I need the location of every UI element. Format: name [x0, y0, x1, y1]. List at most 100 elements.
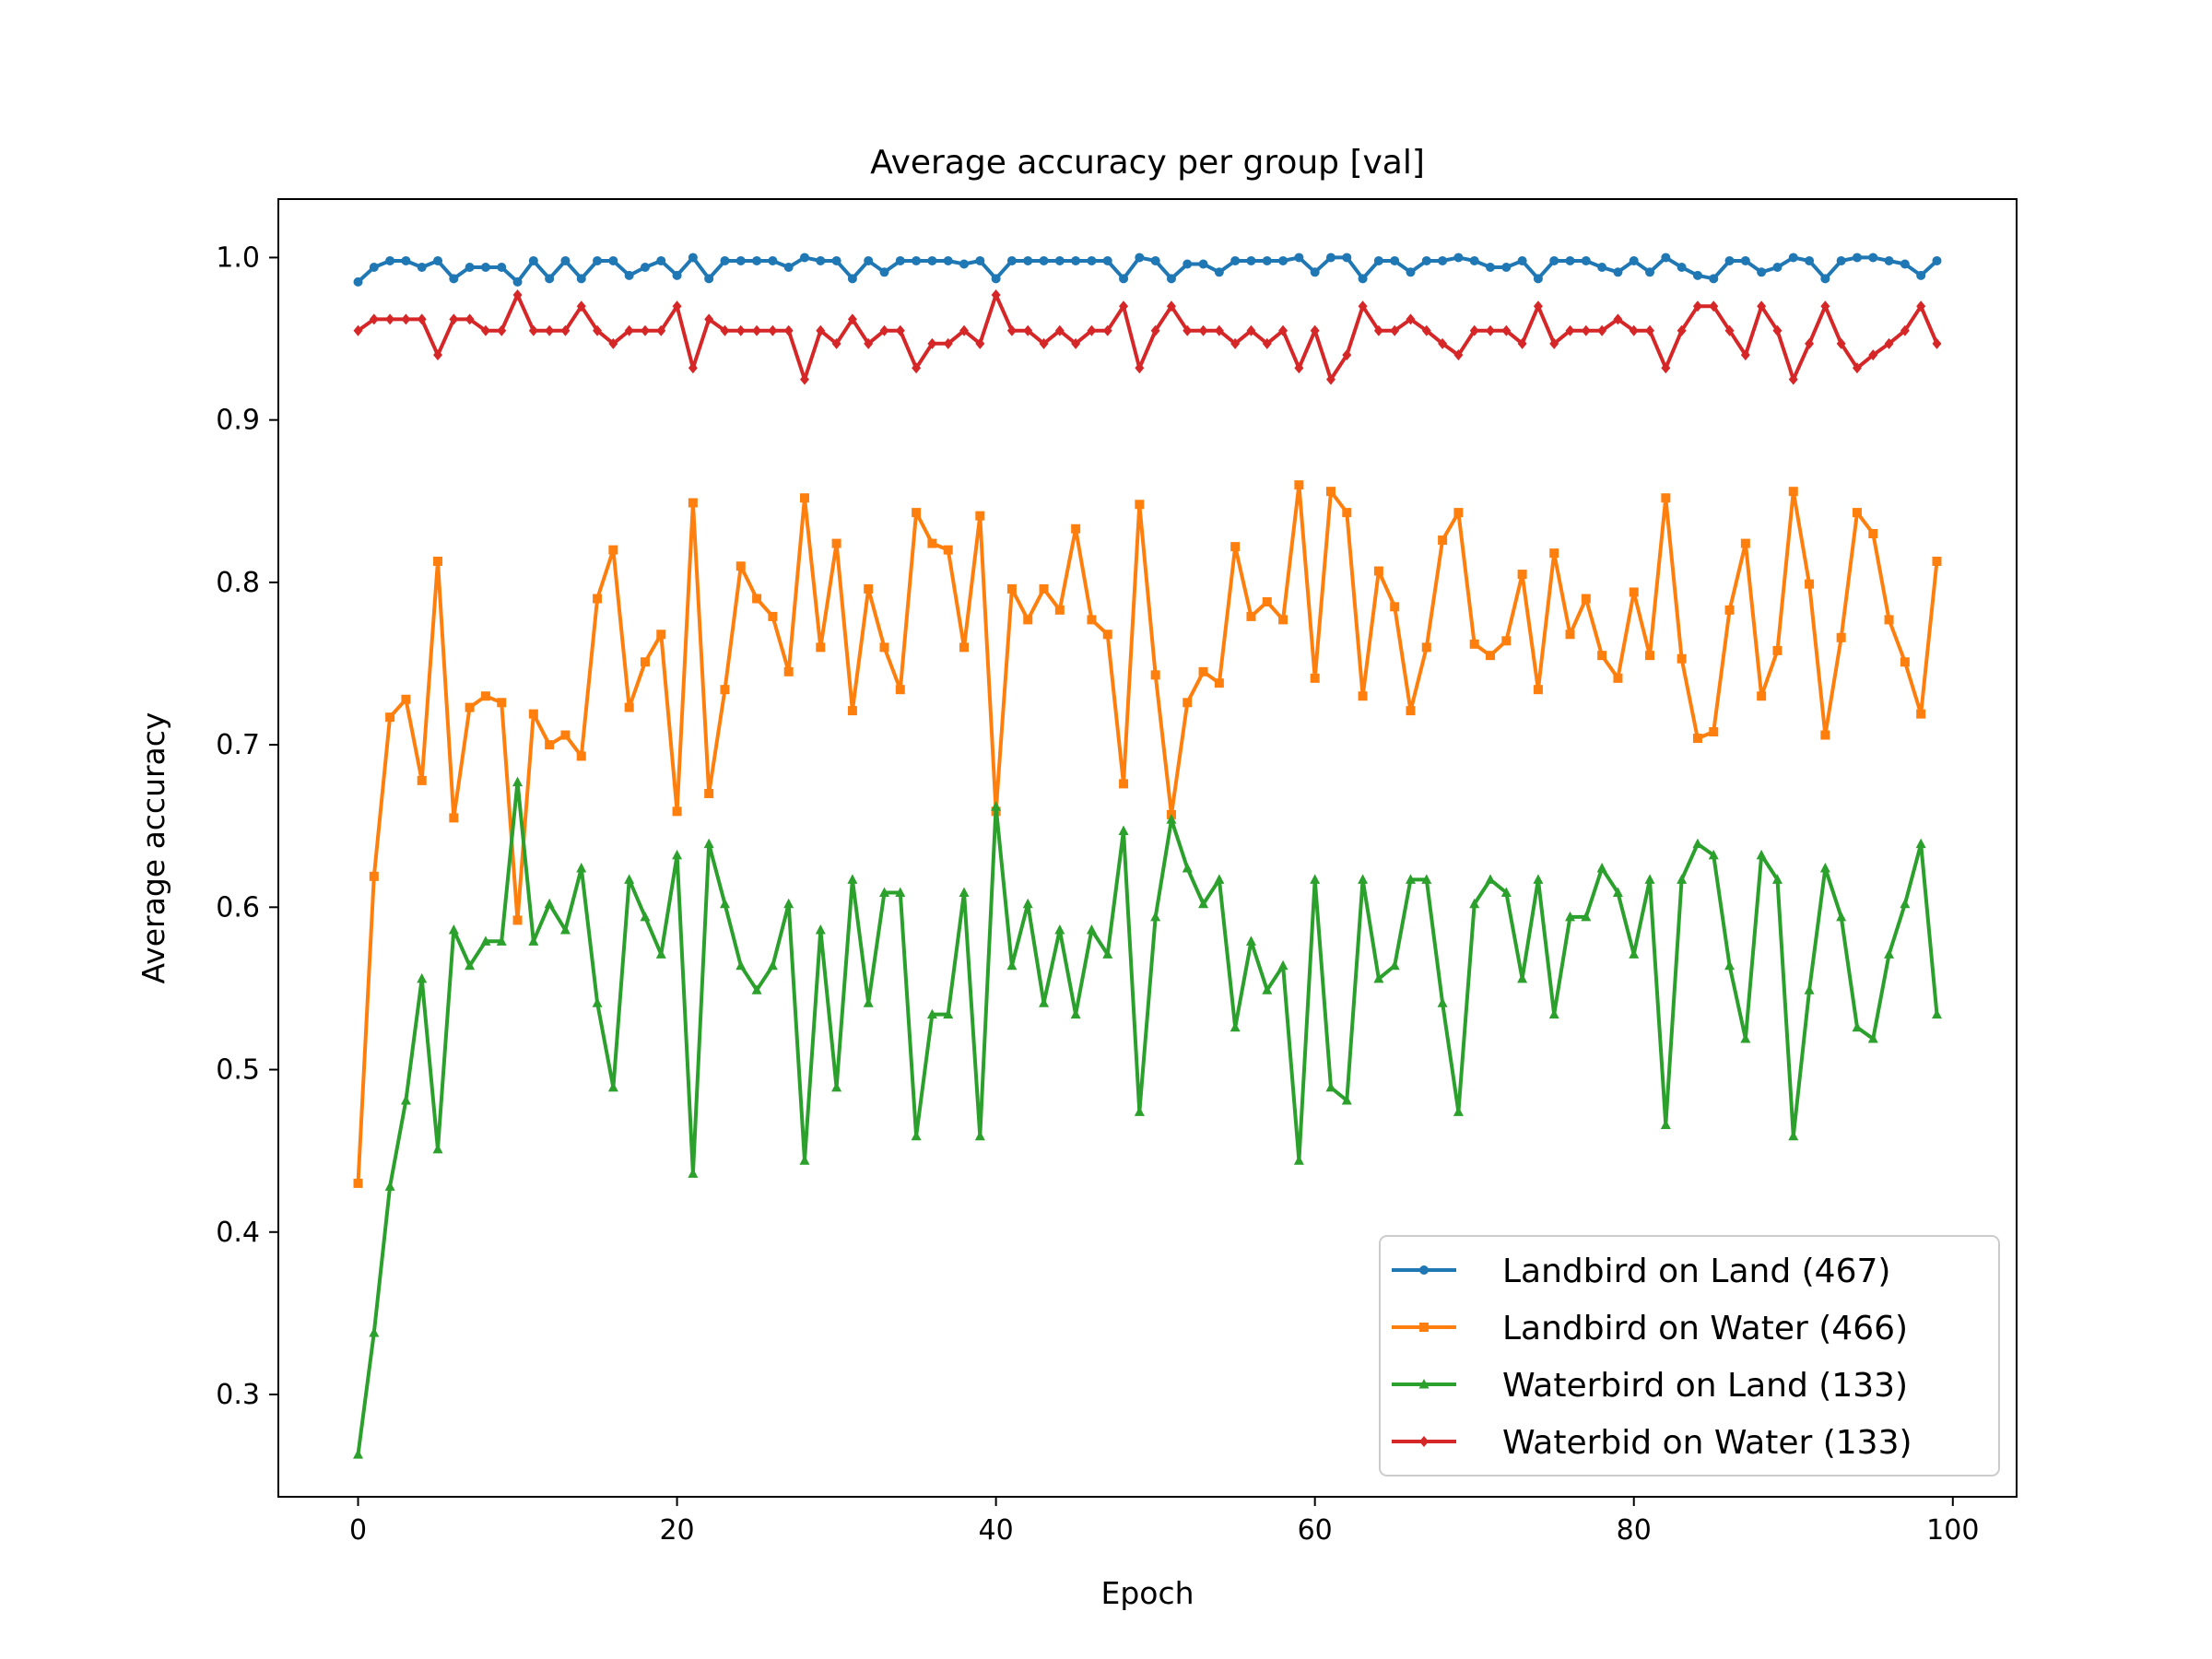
data-point: [1709, 274, 1719, 284]
data-point: [480, 263, 490, 273]
data-point: [1373, 566, 1383, 576]
data-point: [640, 324, 650, 336]
data-point: [480, 324, 490, 336]
data-point: [1182, 324, 1193, 336]
data-point: [1852, 362, 1862, 374]
data-point: [1724, 255, 1735, 265]
data-point: [1756, 849, 1767, 860]
data-point: [1310, 324, 1320, 336]
data-point: [385, 255, 395, 265]
data-point: [640, 911, 651, 922]
data-point: [751, 984, 762, 994]
data-point: [847, 874, 858, 884]
series-line: [356, 483, 1939, 1185]
data-point: [1102, 255, 1112, 265]
data-point: [1533, 274, 1543, 284]
data-point: [528, 709, 538, 719]
data-point: [1804, 984, 1815, 994]
data-point: [593, 324, 603, 336]
data-point: [912, 255, 922, 265]
legend-entry: Landbird on Water (466): [1392, 1310, 1908, 1347]
data-point: [353, 1178, 363, 1188]
data-point: [1438, 337, 1448, 349]
data-point: [704, 788, 714, 798]
data-point: [1390, 255, 1400, 265]
data-point: [1087, 615, 1097, 625]
data-point: [847, 313, 857, 325]
data-point: [1486, 651, 1496, 661]
data-point: [1916, 709, 1926, 719]
data-point: [576, 751, 586, 761]
data-point: [1102, 629, 1112, 640]
x-tick-label: 60: [1298, 1514, 1333, 1547]
data-point: [1932, 337, 1942, 349]
data-point: [449, 274, 459, 284]
x-tick-label: 40: [979, 1514, 1014, 1547]
data-point: [1023, 324, 1033, 336]
data-point: [1469, 639, 1479, 649]
data-point: [1214, 267, 1224, 277]
data-point: [417, 972, 428, 983]
data-point: [640, 263, 650, 273]
legend-label: Landbird on Water (466): [1502, 1310, 1908, 1347]
data-point: [1071, 337, 1081, 349]
data-point: [1358, 874, 1369, 884]
data-point: [959, 324, 970, 336]
data-point: [1581, 594, 1591, 604]
y-tick-label: 0.8: [216, 567, 260, 599]
data-point: [1565, 629, 1575, 640]
data-point: [735, 561, 746, 571]
data-point: [752, 324, 762, 336]
y-axis-label: Average accuracy: [135, 712, 171, 984]
data-point: [1820, 300, 1830, 312]
data-point: [1453, 349, 1464, 361]
data-point: [720, 255, 730, 265]
data-point: [608, 545, 618, 555]
data-point: [1581, 911, 1592, 922]
data-point: [1437, 997, 1448, 1007]
data-point: [1533, 300, 1543, 312]
data-point: [879, 887, 890, 897]
data-point: [593, 255, 603, 265]
data-point: [528, 255, 538, 265]
data-point: [1214, 874, 1225, 884]
data-point: [767, 959, 778, 971]
data-point: [1805, 255, 1815, 265]
data-point: [1788, 487, 1798, 497]
data-point: [1692, 270, 1702, 280]
y-tick-label: 0.6: [216, 891, 260, 924]
data-point: [1198, 898, 1209, 909]
data-point: [1548, 1008, 1559, 1019]
data-point: [1071, 255, 1081, 265]
data-point: [927, 337, 937, 349]
data-point: [1182, 698, 1193, 708]
data-point: [879, 267, 889, 277]
data-point: [752, 255, 762, 265]
data-point: [433, 255, 443, 265]
data-point: [1230, 337, 1241, 349]
data-point: [1805, 337, 1815, 349]
legend-swatch-marker: [1419, 1265, 1429, 1275]
data-point: [943, 1008, 954, 1019]
data-point: [1852, 508, 1862, 518]
data-point: [1900, 657, 1910, 667]
data-point: [943, 337, 953, 349]
data-point: [401, 694, 411, 704]
data-point: [417, 263, 427, 273]
data-point: [688, 1168, 699, 1178]
x-tick-label: 20: [659, 1514, 694, 1547]
data-point: [480, 691, 490, 701]
legend-label: Landbird on Land (467): [1502, 1253, 1890, 1290]
data-point: [1278, 615, 1288, 625]
data-point: [449, 813, 459, 823]
data-point: [1533, 874, 1544, 884]
data-point: [1549, 548, 1559, 559]
data-point: [912, 508, 922, 518]
data-point: [1677, 324, 1687, 336]
data-point: [1486, 324, 1496, 336]
data-point: [1771, 874, 1783, 884]
data-point: [1039, 997, 1050, 1007]
data-point: [1597, 651, 1607, 661]
legend-label: Waterbird on Land (133): [1502, 1367, 1908, 1405]
series-3: [353, 776, 1942, 1459]
